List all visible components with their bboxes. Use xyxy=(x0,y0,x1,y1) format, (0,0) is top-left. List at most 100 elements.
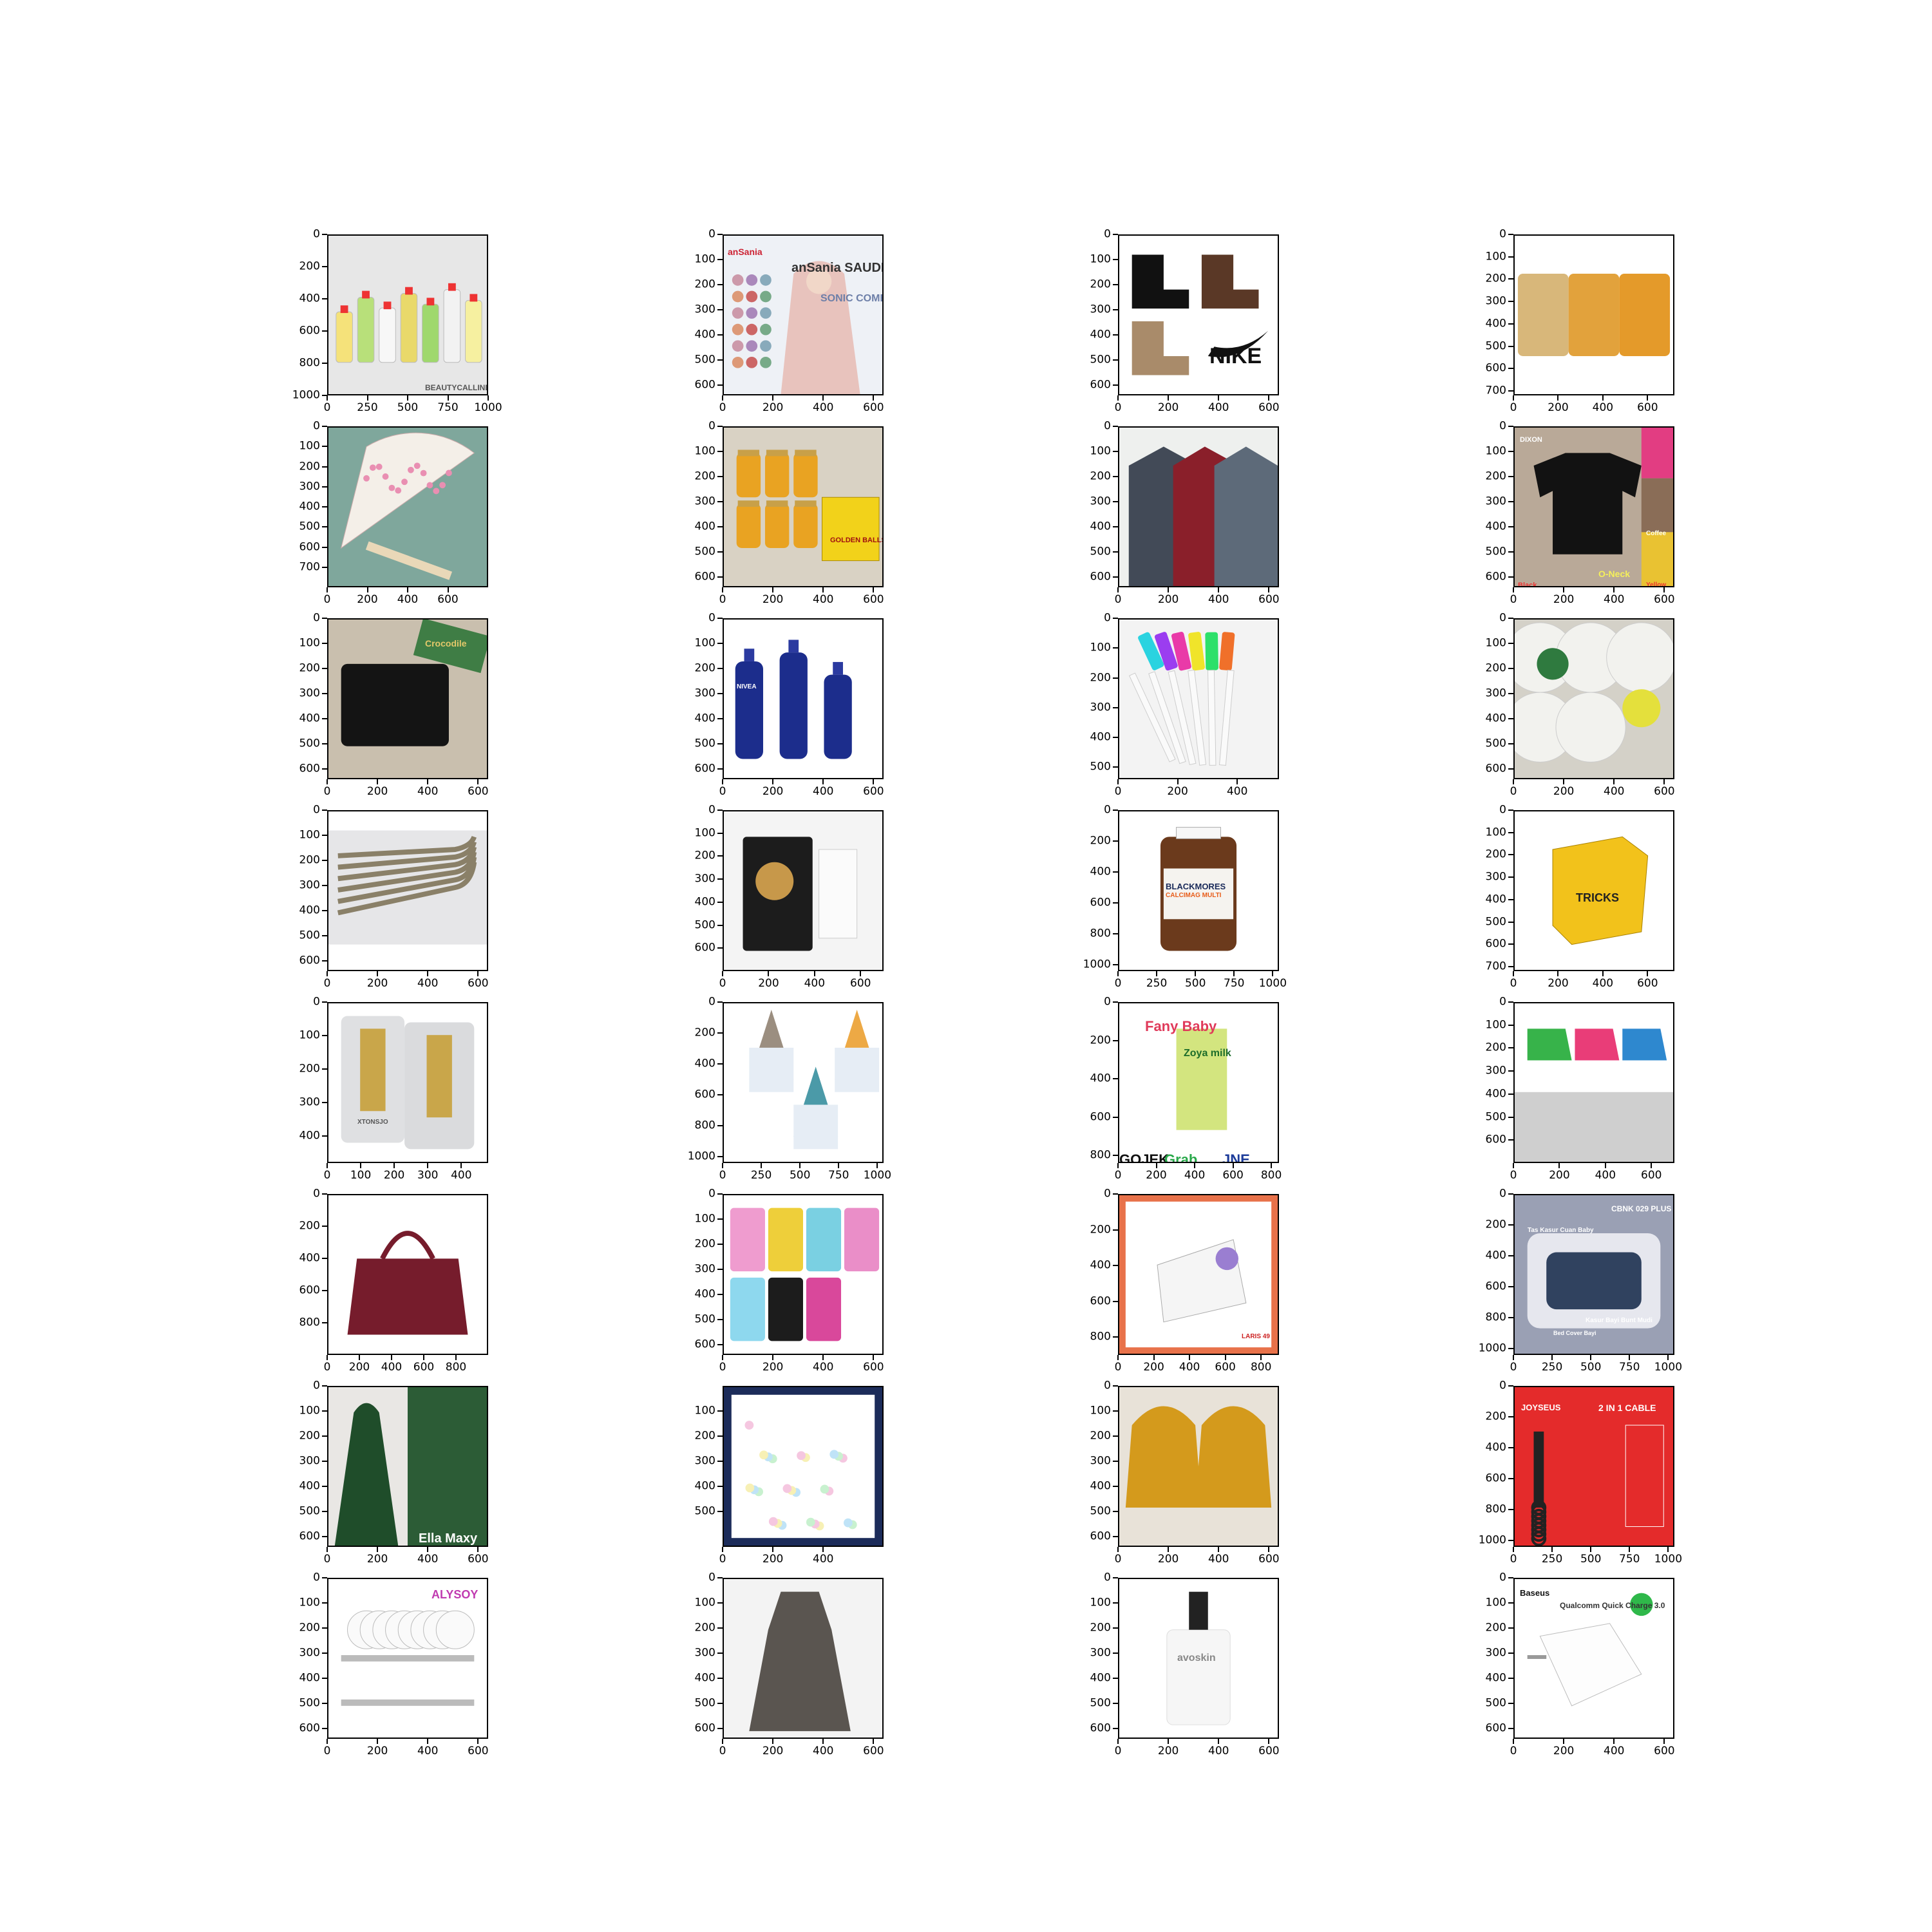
y-tick-mark xyxy=(1508,966,1513,968)
product-photo xyxy=(724,1387,882,1546)
x-tick-mark xyxy=(1168,395,1170,401)
product-photo xyxy=(724,620,882,778)
y-tick-mark xyxy=(322,395,327,396)
y-tick-mark xyxy=(1508,1653,1513,1654)
x-tick-label: 600 xyxy=(468,977,489,990)
y-tick-mark xyxy=(1113,1265,1118,1267)
y-tick-mark xyxy=(322,910,327,912)
y-tick-label: 100 xyxy=(1485,1596,1506,1609)
y-tick-mark xyxy=(1508,618,1513,619)
y-tick-mark xyxy=(322,1602,327,1604)
x-tick-mark xyxy=(822,395,824,401)
x-tick-label: 600 xyxy=(1215,1361,1236,1374)
y-tick-mark xyxy=(1113,810,1118,811)
product-label-text: Kasur Bayi Bunt Mudi xyxy=(1586,1317,1653,1324)
y-tick-mark xyxy=(322,363,327,364)
y-tick-label: 0 xyxy=(313,803,320,817)
y-tick-mark xyxy=(1113,618,1118,619)
y-tick-label: 600 xyxy=(1090,378,1111,392)
product-image-frame: ALYSOY xyxy=(327,1578,488,1739)
x-tick-mark xyxy=(1629,1547,1631,1552)
x-tick-mark xyxy=(1647,395,1649,401)
y-tick-label: 300 xyxy=(299,1095,320,1109)
y-tick-mark xyxy=(717,1435,723,1437)
x-tick-mark xyxy=(1663,1739,1665,1744)
x-tick-label: 200 xyxy=(1157,1553,1179,1566)
x-tick-label: 400 xyxy=(813,785,834,798)
y-tick-label: 200 xyxy=(1485,1621,1506,1634)
x-tick-mark xyxy=(772,1355,774,1360)
product-photo xyxy=(1515,236,1673,394)
x-tick-label: 0 xyxy=(1114,1745,1122,1757)
y-tick-mark xyxy=(1113,1602,1118,1604)
y-tick-label: 400 xyxy=(1485,893,1506,906)
product-label-text: ALYSOY xyxy=(431,1588,478,1601)
y-tick-label: 400 xyxy=(694,1479,715,1493)
y-tick-label: 600 xyxy=(694,570,715,583)
y-tick-mark xyxy=(717,234,723,235)
product-photo xyxy=(1515,1579,1673,1738)
x-tick-label: 400 xyxy=(1208,593,1229,606)
product-photo xyxy=(328,1003,487,1162)
x-tick-label: 750 xyxy=(437,401,459,414)
y-tick-label: 0 xyxy=(1104,227,1111,241)
product-label-text: BEAUTYCALLINDO xyxy=(425,383,487,392)
y-tick-label: 400 xyxy=(694,1671,715,1685)
y-tick-mark xyxy=(1508,1024,1513,1026)
y-tick-mark xyxy=(1113,871,1118,873)
x-tick-mark xyxy=(1168,1739,1170,1744)
x-tick-label: 200 xyxy=(762,1361,784,1374)
y-tick-label: 800 xyxy=(694,1119,715,1132)
y-tick-mark xyxy=(1113,1486,1118,1488)
y-tick-mark xyxy=(1113,234,1118,235)
x-tick-mark xyxy=(1268,395,1270,401)
product-photo xyxy=(724,1003,882,1162)
x-tick-mark xyxy=(407,587,408,592)
product-photo xyxy=(1119,620,1278,778)
x-tick-mark xyxy=(1195,971,1197,976)
y-tick-label: 400 xyxy=(299,1251,320,1265)
y-tick-mark xyxy=(322,643,327,645)
y-tick-label: 400 xyxy=(1090,730,1111,744)
y-tick-mark xyxy=(717,451,723,453)
y-tick-label: 100 xyxy=(299,1596,320,1609)
y-tick-label: 100 xyxy=(694,636,715,650)
y-tick-mark xyxy=(322,1001,327,1003)
y-tick-mark xyxy=(1113,526,1118,528)
y-tick-label: 200 xyxy=(299,260,320,273)
x-tick-mark xyxy=(1218,1739,1220,1744)
x-tick-label: 600 xyxy=(1654,1745,1675,1757)
y-tick-label: 400 xyxy=(694,1287,715,1301)
y-tick-mark xyxy=(1113,576,1118,578)
product-label-text: Black xyxy=(1518,582,1537,587)
x-tick-mark xyxy=(1557,395,1559,401)
product-image-frame: Ella Maxy xyxy=(327,1386,488,1547)
y-tick-mark xyxy=(1113,840,1118,842)
y-tick-label: 500 xyxy=(1485,545,1506,558)
x-tick-mark xyxy=(427,971,429,976)
y-tick-mark xyxy=(322,446,327,448)
y-tick-label: 200 xyxy=(299,1429,320,1443)
y-tick-mark xyxy=(322,426,327,427)
x-tick-mark xyxy=(1551,1547,1553,1552)
x-tick-label: 200 xyxy=(1157,593,1179,606)
y-tick-mark xyxy=(1508,810,1513,811)
x-tick-mark xyxy=(1590,1547,1592,1552)
y-tick-label: 500 xyxy=(1090,545,1111,558)
product-photo xyxy=(1515,428,1673,586)
y-tick-label: 200 xyxy=(299,460,320,473)
y-tick-mark xyxy=(1113,501,1118,503)
x-tick-label: 500 xyxy=(1580,1553,1602,1566)
x-tick-label: 200 xyxy=(1167,785,1188,798)
x-tick-mark xyxy=(427,1547,429,1552)
x-tick-mark xyxy=(360,1163,362,1168)
y-tick-mark xyxy=(322,1678,327,1680)
y-tick-mark xyxy=(717,643,723,645)
y-tick-label: 0 xyxy=(1499,1187,1506,1200)
y-tick-mark xyxy=(717,1218,723,1220)
x-tick-label: 0 xyxy=(719,401,726,414)
y-tick-label: 600 xyxy=(1090,1721,1111,1735)
y-tick-mark xyxy=(717,1294,723,1296)
y-tick-mark xyxy=(1113,1678,1118,1680)
y-tick-mark xyxy=(1113,334,1118,336)
